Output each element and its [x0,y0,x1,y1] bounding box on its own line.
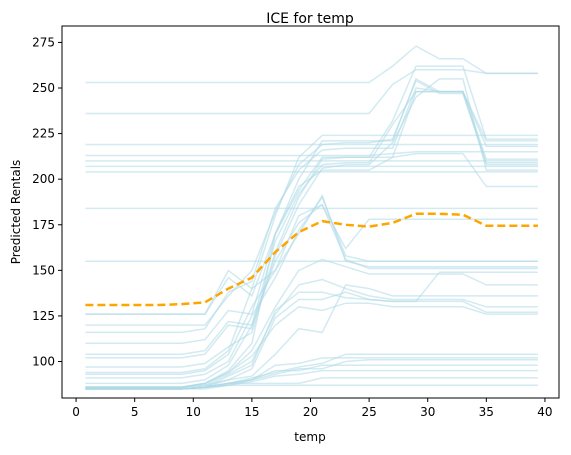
ice-line [85,45,538,84]
x-tick-label: 10 [186,405,201,419]
ice-line [85,195,538,379]
y-tick-label: 125 [32,309,55,323]
ice-line [85,357,538,390]
y-tick-label: 100 [32,355,55,369]
y-tick-label: 275 [32,35,55,49]
ice-line [85,284,538,388]
x-tick-label: 0 [72,405,80,419]
x-tick-label: 25 [361,405,376,419]
pdp-line-group [85,212,538,307]
x-tick-label: 5 [131,405,139,419]
y-tick-label: 225 [32,127,55,141]
y-tick-label: 200 [32,172,55,186]
ice-line [85,152,538,388]
ice-line [85,203,538,385]
x-axis-label: temp [294,430,325,444]
ice-line [85,203,538,376]
y-axis-ticks: 100 125 150 175 200 225 250 275 [32,35,62,369]
x-tick-label: 15 [244,405,259,419]
ice-line [85,78,538,368]
y-tick-label: 250 [32,81,55,95]
y-axis-label: Predicted Rentals [9,160,23,265]
ice-line [85,69,538,115]
ice-line [85,193,538,374]
pdp-line [85,212,538,307]
ice-line [85,79,538,326]
x-tick-label: 20 [303,405,318,419]
ice-line [85,353,538,390]
y-tick-label: 175 [32,218,55,232]
x-tick-label: 40 [537,405,552,419]
chart-title: ICE for temp [266,11,354,27]
x-tick-label: 35 [479,405,494,419]
ice-lines [85,45,538,390]
x-axis-ticks: 0 5 10 15 20 25 30 35 40 [72,398,553,419]
y-tick-label: 150 [32,263,55,277]
x-tick-label: 30 [420,405,435,419]
